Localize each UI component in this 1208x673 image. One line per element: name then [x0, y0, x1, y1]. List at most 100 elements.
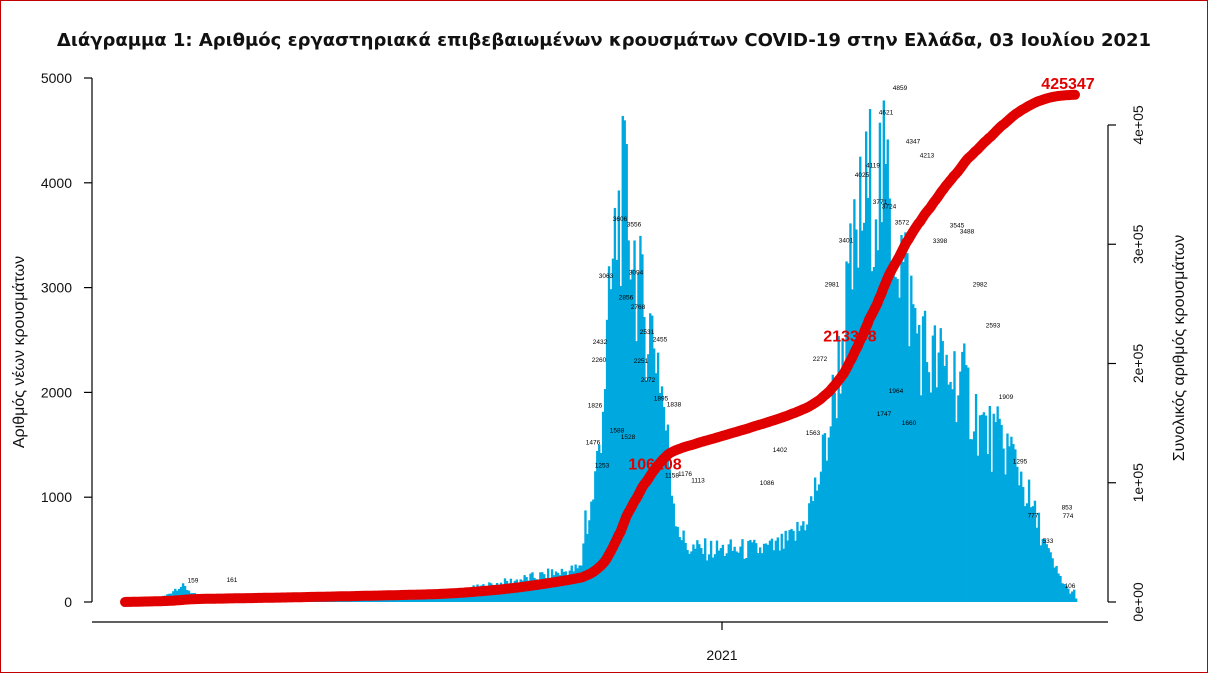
bar	[941, 341, 944, 602]
bar	[753, 539, 756, 602]
bar	[896, 278, 899, 602]
bar-value-label: 4119	[866, 162, 880, 169]
bar	[870, 271, 874, 602]
cumulative-line	[120, 89, 1080, 607]
axes: 0 1000 2000 3000 4000 5000 2021 0e+00 1e+05 2e+05…	[41, 70, 1146, 663]
bar	[741, 539, 744, 602]
bar	[866, 197, 870, 602]
bar	[949, 381, 952, 602]
bar	[619, 286, 622, 602]
bar	[955, 422, 958, 602]
bar	[823, 433, 827, 602]
bar	[713, 554, 717, 602]
bar	[572, 571, 575, 602]
bar	[588, 520, 591, 602]
bar	[855, 229, 858, 602]
bar	[868, 109, 872, 602]
bar	[715, 540, 719, 602]
bar	[1010, 436, 1013, 602]
bar-value-label: 106	[1065, 583, 1076, 590]
y-tick-label-left: 0	[64, 594, 72, 610]
bar	[829, 426, 833, 602]
bar	[1071, 591, 1074, 602]
bar-value-label: 1826	[588, 403, 603, 410]
bar	[978, 415, 982, 602]
bar	[649, 313, 652, 602]
bar-value-label: 4621	[879, 110, 894, 117]
bar-value-label: 2981	[825, 282, 840, 289]
bar-value-label: 161	[227, 577, 238, 584]
bar	[786, 540, 789, 602]
bar	[810, 496, 813, 602]
bar	[662, 406, 666, 602]
bar	[951, 389, 954, 602]
bar	[902, 261, 905, 602]
cumulative-line-series	[120, 89, 1080, 607]
bar	[696, 540, 699, 602]
bar	[584, 510, 587, 602]
bar	[672, 503, 675, 602]
bar	[633, 240, 636, 602]
bar	[755, 543, 758, 602]
bar	[815, 490, 819, 602]
bar	[643, 317, 646, 602]
bar	[517, 583, 520, 602]
bar-value-label: 1402	[773, 447, 788, 454]
bar	[692, 544, 695, 602]
bar	[548, 578, 552, 602]
bar	[817, 484, 821, 602]
bar	[1063, 584, 1066, 602]
bar	[770, 538, 774, 602]
bar	[594, 471, 597, 602]
bar	[967, 367, 970, 602]
bar	[972, 431, 976, 602]
bar	[598, 444, 601, 602]
bar	[998, 418, 1001, 602]
bar	[1037, 512, 1041, 602]
bar	[674, 526, 677, 602]
bar	[776, 537, 780, 602]
bar-value-label: 3094	[629, 270, 644, 277]
bar	[1045, 544, 1048, 602]
bar	[1043, 538, 1046, 602]
bar	[921, 316, 925, 602]
bar	[558, 575, 562, 602]
bar	[686, 549, 689, 602]
bar	[857, 267, 860, 602]
bar-value-label: 4213	[920, 153, 935, 160]
bar	[937, 352, 940, 602]
bar-value-label: 3606	[613, 216, 628, 223]
bar-value-label: 2072	[641, 377, 656, 384]
bar	[1014, 449, 1017, 602]
bar	[586, 533, 589, 602]
bar-value-label: 3771	[873, 199, 888, 206]
bar	[743, 558, 746, 602]
bar	[1033, 500, 1037, 602]
bar	[982, 412, 986, 602]
bar	[700, 548, 703, 602]
bar	[625, 144, 628, 603]
bar	[939, 328, 942, 602]
y-tick-label-right: 4e+05	[1130, 105, 1146, 145]
bar	[1049, 552, 1052, 602]
bar	[682, 530, 685, 602]
bar-value-label: 3063	[599, 273, 614, 280]
bar	[1051, 558, 1054, 602]
bar	[676, 526, 679, 602]
bar	[596, 450, 599, 602]
bar	[576, 568, 579, 602]
y-tick-label-right: 0e+00	[1130, 582, 1146, 622]
bar	[900, 234, 903, 603]
bar	[963, 343, 966, 602]
bar	[566, 576, 569, 602]
y-tick-label-left: 3000	[41, 280, 72, 296]
bar	[935, 387, 938, 602]
bar	[578, 565, 581, 602]
bar	[880, 222, 884, 602]
bar	[725, 553, 728, 602]
y-tick-label-right: 3e+05	[1130, 224, 1146, 264]
bar	[904, 232, 907, 602]
bar	[719, 548, 723, 602]
bar	[806, 524, 809, 602]
bar	[727, 544, 730, 602]
